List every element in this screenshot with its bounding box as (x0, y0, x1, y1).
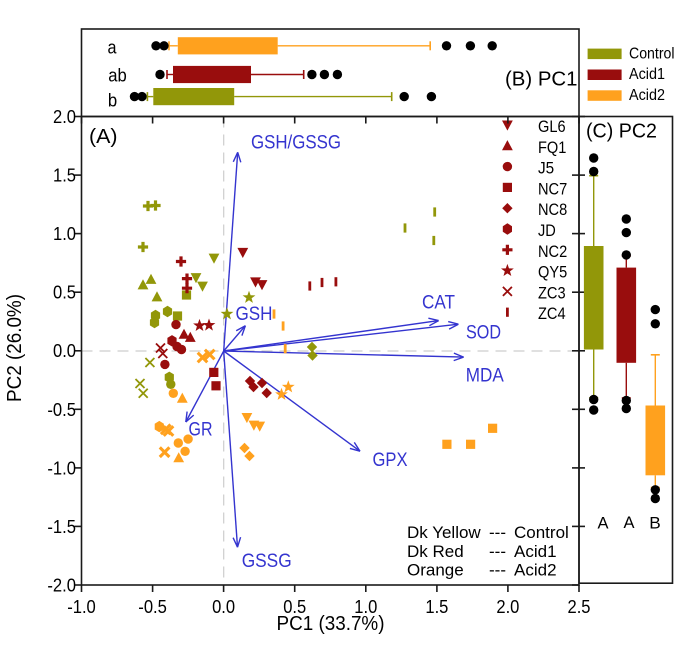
svg-text:-1.0: -1.0 (67, 597, 96, 617)
svg-text:0.0: 0.0 (212, 597, 235, 617)
svg-text:Control: Control (629, 45, 675, 62)
svg-text:QY5: QY5 (538, 263, 567, 282)
svg-text:---: --- (489, 561, 506, 580)
svg-text:-2.0: -2.0 (47, 576, 76, 596)
svg-text:B: B (649, 513, 661, 532)
svg-text:Dk Yellow: Dk Yellow (407, 523, 481, 542)
svg-text:NC2: NC2 (538, 242, 567, 261)
svg-text:GL6: GL6 (538, 117, 566, 136)
svg-text:GPX: GPX (373, 449, 408, 471)
svg-text:1.5: 1.5 (425, 597, 448, 617)
svg-text:0.5: 0.5 (283, 597, 306, 617)
svg-text:2.0: 2.0 (496, 597, 519, 617)
svg-text:PC1 (33.7%): PC1 (33.7%) (277, 613, 385, 635)
svg-text:NC8: NC8 (538, 200, 567, 219)
svg-text:1.0: 1.0 (354, 597, 377, 617)
svg-text:-1.0: -1.0 (47, 458, 76, 478)
svg-text:Acid1: Acid1 (629, 66, 665, 83)
svg-text:1.0: 1.0 (53, 224, 76, 244)
svg-text:(A): (A) (89, 125, 118, 148)
svg-text:ZC4: ZC4 (538, 304, 566, 323)
svg-text:A: A (624, 513, 636, 532)
svg-text:(C) PC2: (C) PC2 (586, 120, 657, 143)
svg-text:ab: ab (108, 65, 127, 85)
svg-text:Dk Red: Dk Red (407, 542, 464, 561)
svg-text:-1.5: -1.5 (47, 517, 76, 537)
svg-text:ZC3: ZC3 (538, 283, 566, 302)
svg-text:---: --- (489, 523, 506, 542)
svg-text:NC7: NC7 (538, 179, 567, 198)
svg-text:FQ1: FQ1 (538, 138, 566, 157)
svg-text:CAT: CAT (422, 291, 455, 313)
svg-text:-0.5: -0.5 (47, 400, 76, 420)
svg-text:(B) PC1: (B) PC1 (505, 68, 578, 91)
svg-text:Acid2: Acid2 (514, 561, 557, 580)
svg-text:GSSG: GSSG (242, 550, 292, 572)
svg-text:GSH: GSH (236, 303, 273, 325)
svg-text:Acid2: Acid2 (629, 87, 665, 104)
svg-text:PC2 (26.0%): PC2 (26.0%) (4, 294, 26, 402)
svg-text:GR: GR (189, 419, 213, 441)
svg-text:2.5: 2.5 (568, 597, 591, 617)
svg-text:0.5: 0.5 (53, 283, 76, 303)
svg-text:Control: Control (514, 523, 569, 542)
svg-text:SOD: SOD (466, 322, 501, 344)
svg-text:1.5: 1.5 (53, 166, 76, 186)
svg-text:b: b (108, 91, 117, 111)
svg-text:A: A (598, 513, 610, 532)
svg-text:0.0: 0.0 (53, 341, 76, 361)
svg-text:Acid1: Acid1 (514, 542, 557, 561)
svg-text:2.0: 2.0 (53, 107, 76, 127)
svg-text:JD: JD (538, 221, 556, 240)
svg-text:Orange: Orange (407, 561, 464, 580)
svg-text:---: --- (489, 542, 506, 561)
svg-text:a: a (108, 38, 118, 58)
svg-text:J5: J5 (538, 159, 554, 178)
svg-text:GSH/GSSG: GSH/GSSG (251, 132, 341, 154)
svg-text:MDA: MDA (466, 365, 504, 387)
svg-text:-0.5: -0.5 (138, 597, 167, 617)
